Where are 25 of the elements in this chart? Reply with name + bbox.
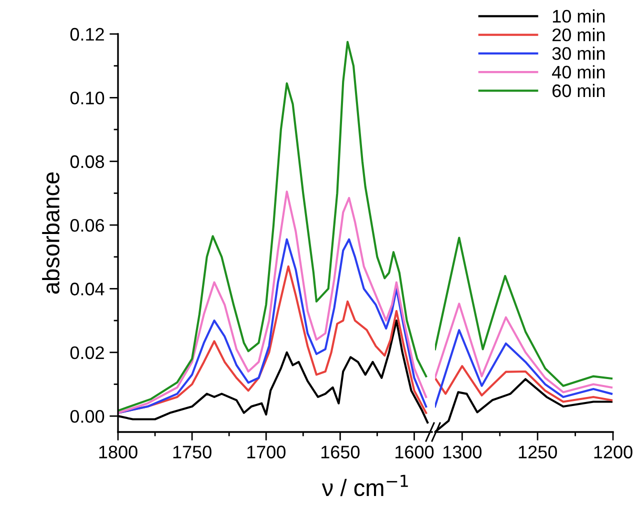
y-tick-label: 0.10	[70, 92, 104, 104]
x-tick-label: 1700	[247, 446, 286, 458]
y-axis-title: absorbance	[42, 172, 60, 294]
line-series	[118, 238, 428, 414]
line-series	[118, 40, 428, 412]
legend-label: 40 min	[552, 65, 605, 79]
x-tick-label: 1250	[518, 446, 557, 458]
y-tick-label: 0.02	[70, 346, 104, 360]
x-tick-label: 1200	[594, 446, 632, 458]
x-tick-label: 1650	[321, 446, 360, 458]
x-tick-label: 1750	[173, 446, 212, 458]
legend-label: 30 min	[552, 46, 605, 60]
y-tick-label: 0.04	[70, 282, 104, 296]
y-tick-label: 0.06	[70, 218, 104, 232]
legend-label: 10 min	[552, 9, 605, 23]
line-series	[118, 190, 428, 414]
legend-label: 20 min	[552, 28, 605, 42]
y-tick-label: 0.08	[70, 155, 104, 168]
x-tick-label: 1600	[396, 446, 434, 458]
x-tick-label: 1300	[443, 446, 482, 458]
x-axis-title: ν / cm$^{−1}$	[322, 474, 408, 496]
x-tick-label: 1800	[99, 446, 138, 458]
y-tick-label: 0.12	[70, 28, 104, 41]
legend-label: 60 min	[552, 84, 605, 98]
y-tick-label: 0.00	[70, 410, 104, 423]
